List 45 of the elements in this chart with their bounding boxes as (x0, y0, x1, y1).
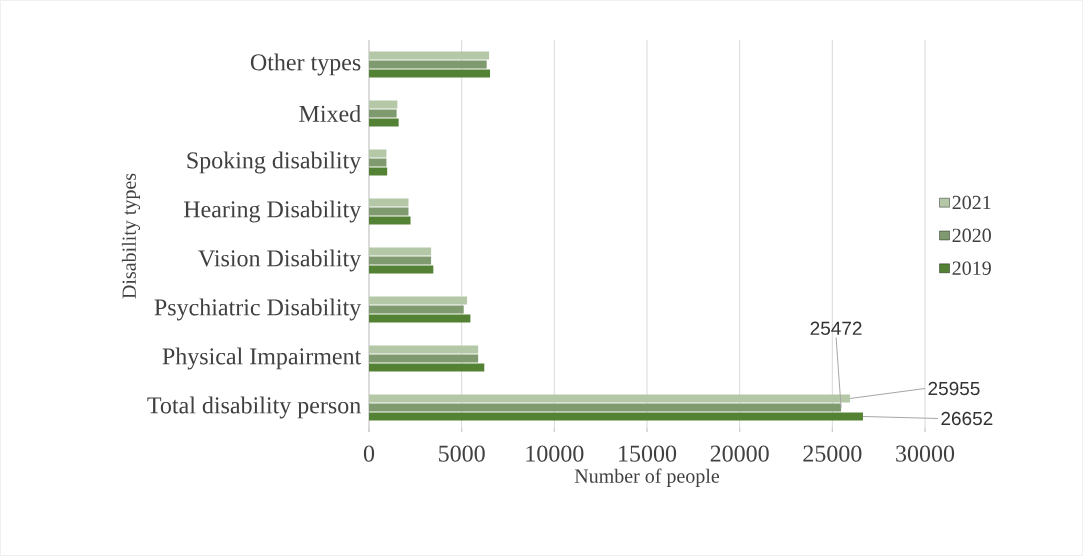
data-label: 25955 (928, 381, 980, 396)
bar (369, 247, 432, 256)
x-tick-label: 10000 (526, 445, 584, 462)
bar (369, 314, 471, 323)
x-tick-label: 0 (363, 445, 375, 462)
y-tick-label: Vision Disability (198, 249, 362, 272)
x-tick-label: 30000 (896, 445, 955, 462)
y-tick-label: Other types (250, 53, 361, 76)
bar (369, 100, 398, 109)
data-label: 26652 (941, 411, 993, 426)
legend-label: 2020 (952, 228, 991, 243)
legend-label: 2021 (952, 195, 991, 210)
x-tick-label: 25000 (803, 445, 862, 462)
bar (369, 158, 387, 167)
x-tick-label: 5000 (439, 445, 485, 462)
y-tick-label: Hearing Disability (183, 200, 362, 223)
x-axis-title: Number of people (574, 468, 720, 487)
y-axis-title: Disability types (121, 173, 141, 299)
y-tick-label: Spoking disability (187, 151, 362, 174)
bar (369, 216, 411, 225)
bar (369, 354, 479, 363)
legend-label: 2019 (952, 261, 991, 275)
bar (369, 345, 479, 354)
bar (369, 403, 842, 412)
x-tick-label: 15000 (619, 445, 677, 462)
bar (369, 305, 464, 314)
bar (369, 394, 851, 403)
bar (369, 363, 485, 372)
bar (369, 412, 863, 421)
bar (369, 198, 409, 207)
bar (369, 69, 491, 78)
bar (369, 296, 468, 305)
bar (369, 60, 487, 69)
bar (369, 265, 434, 274)
x-tick-label: 20000 (710, 445, 769, 462)
bar (369, 256, 432, 265)
y-tick-label: Mixed (299, 105, 361, 122)
bar (369, 118, 399, 127)
y-tick-label: Psychiatric Disability (154, 298, 362, 321)
bar (369, 109, 397, 118)
y-tick-label: Physical Impairment (162, 347, 362, 370)
bar (369, 51, 490, 60)
bar (369, 207, 409, 216)
y-tick-label: Total disability person (147, 396, 361, 419)
data-label: 25472 (810, 321, 862, 335)
